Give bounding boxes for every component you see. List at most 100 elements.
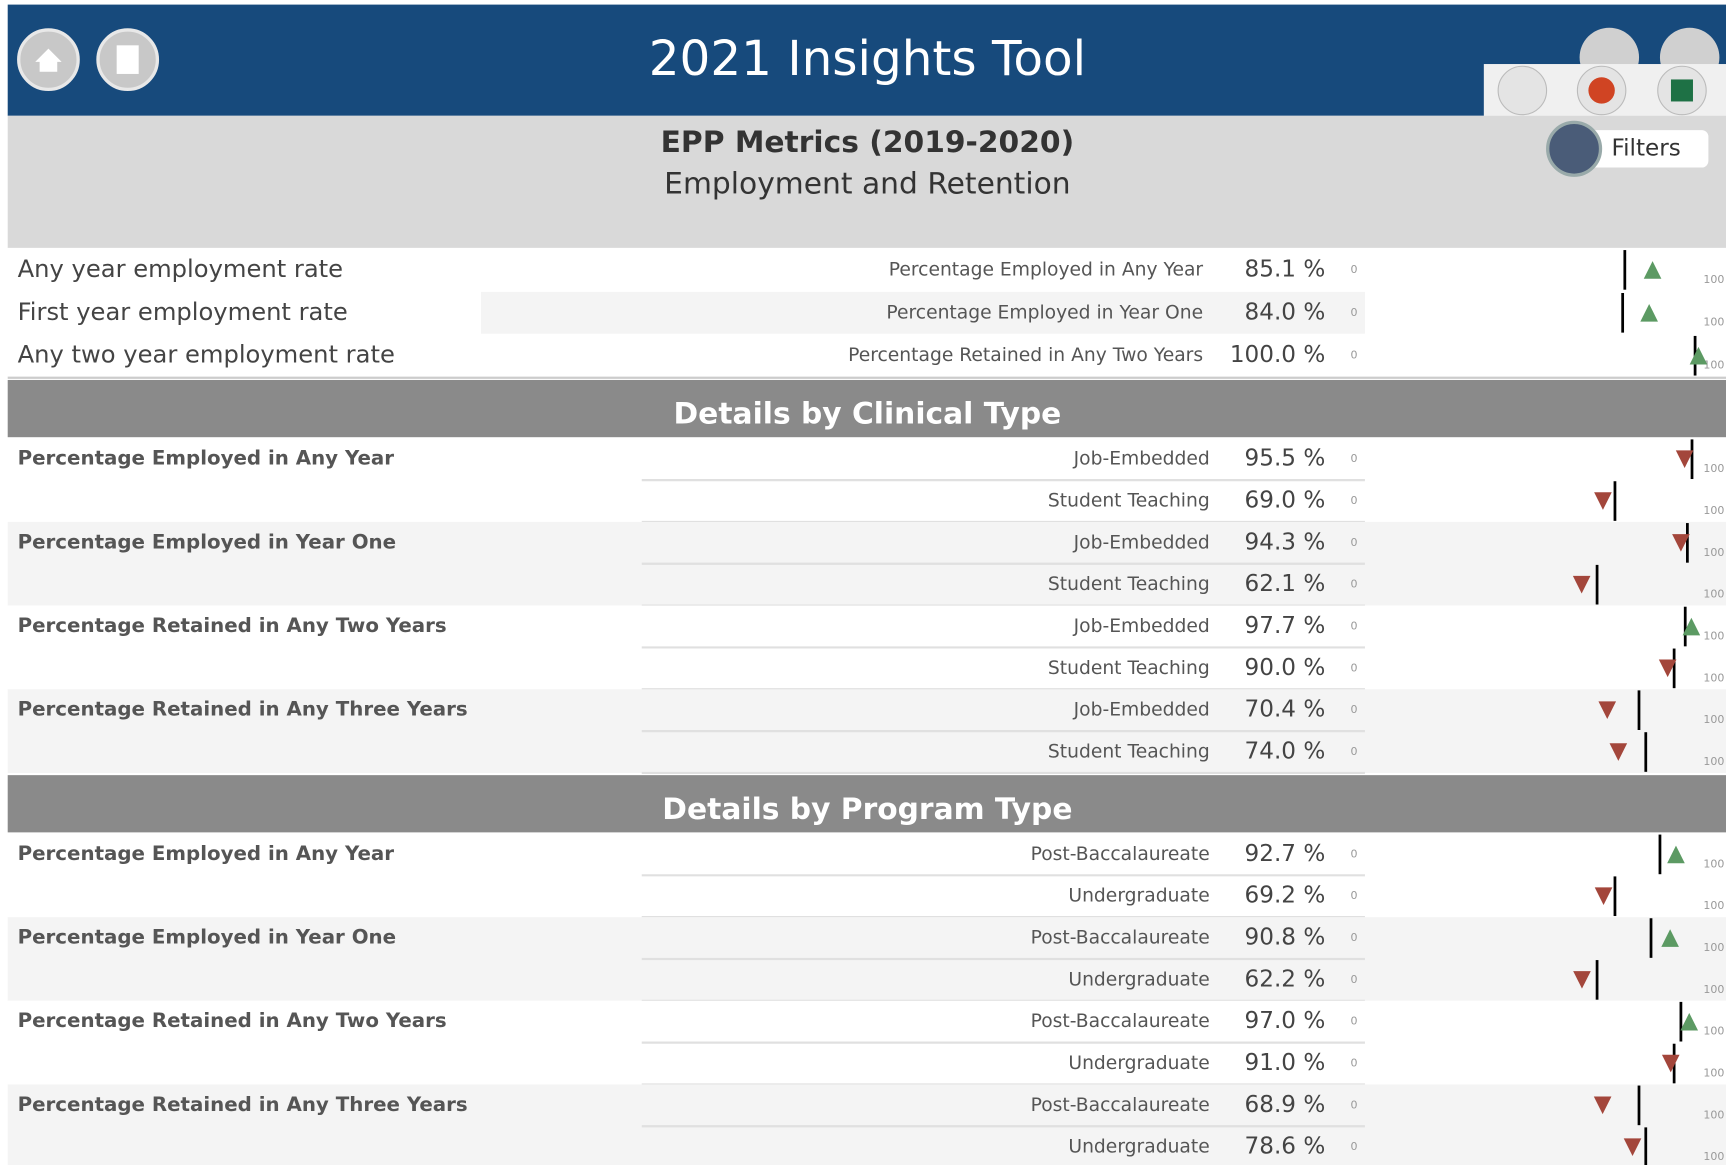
value-marker [1682, 617, 1701, 636]
axis-max-label: 100 [1703, 983, 1724, 996]
axis-min-label: 0 [1350, 452, 1357, 465]
axis-max-label: 100 [1703, 462, 1724, 475]
category-label: Undergraduate [1068, 886, 1209, 907]
row-band [481, 291, 1365, 334]
axis-max-label: 100 [1703, 899, 1724, 912]
value-marker [1593, 1096, 1612, 1115]
category-label: Student Teaching [1048, 491, 1210, 512]
value-label: 97.7 % [1245, 613, 1326, 639]
axis-min-label: 0 [1350, 703, 1357, 716]
group-metric: Percentage Retained in Any Three Years [18, 1093, 468, 1116]
value-label: 94.3 % [1245, 529, 1326, 555]
powerpoint-icon [1588, 77, 1615, 104]
value-marker [1689, 346, 1708, 365]
category-label: Student Teaching [1048, 574, 1210, 595]
axis-max-label: 100 [1703, 1066, 1724, 1079]
notes-icon [116, 45, 139, 74]
metric-label: Percentage Employed in Year One [886, 302, 1203, 323]
group-metric: Percentage Employed in Year One [18, 926, 396, 949]
value-label: 84.0 % [1245, 299, 1326, 325]
axis-min-label: 0 [1350, 1140, 1357, 1153]
category-label: Post-Baccalaureate [1031, 1095, 1210, 1116]
axis-max-label: 100 [1703, 1150, 1724, 1163]
group-metric: Percentage Retained in Any Two Years [18, 614, 447, 637]
value-marker [1623, 1138, 1642, 1156]
axis-max-label: 100 [1703, 671, 1724, 684]
axis-min-label: 0 [1350, 973, 1357, 986]
category-label: Undergraduate [1068, 969, 1209, 990]
value-label: 78.6 % [1245, 1134, 1326, 1160]
axis-max-label: 100 [1703, 857, 1724, 870]
value-label: 74.0 % [1245, 739, 1326, 765]
value-label: 70.4 % [1245, 697, 1326, 723]
metric-label: Percentage Employed in Any Year [889, 259, 1204, 280]
group-metric: Percentage Retained in Any Three Years [18, 698, 468, 721]
axis-max-label: 100 [1703, 588, 1724, 601]
metric-label: Percentage Retained in Any Two Years [848, 345, 1203, 366]
page-title: EPP Metrics (2019-2020) [661, 125, 1075, 160]
category-label: Job-Embedded [1073, 616, 1210, 637]
section-title: Details by Clinical Type [674, 397, 1062, 432]
category-label: Student Teaching [1048, 658, 1210, 679]
group-metric: Percentage Retained in Any Two Years [18, 1009, 447, 1032]
axis-min-label: 0 [1350, 578, 1357, 591]
value-label: 90.0 % [1245, 655, 1326, 681]
home-icon [35, 48, 62, 72]
axis-min-label: 0 [1350, 1098, 1357, 1111]
value-label: 69.0 % [1245, 488, 1326, 514]
axis-max-label: 100 [1703, 504, 1724, 517]
axis-min-label: 0 [1350, 536, 1357, 549]
row-label: Any year employment rate [18, 255, 343, 283]
axis-max-label: 100 [1703, 755, 1724, 768]
axis-max-label: 100 [1703, 629, 1724, 642]
value-label: 100.0 % [1230, 342, 1325, 368]
filters-button[interactable] [1574, 130, 1709, 168]
category-label: Job-Embedded [1073, 532, 1210, 553]
axis-max-label: 100 [1703, 359, 1724, 372]
title-band [7, 115, 1726, 248]
value-marker [1572, 575, 1591, 594]
value-marker [1573, 971, 1591, 989]
value-marker [1598, 701, 1617, 719]
axis-min-label: 0 [1350, 306, 1357, 319]
category-label: Undergraduate [1068, 1137, 1209, 1158]
axis-max-label: 100 [1703, 1108, 1724, 1121]
value-label: 92.7 % [1245, 841, 1326, 867]
axis-max-label: 100 [1703, 713, 1724, 726]
axis-min-label: 0 [1350, 847, 1357, 860]
excel-icon [1670, 79, 1693, 102]
section-header [7, 379, 1726, 438]
category-label: Post-Baccalaureate [1031, 928, 1210, 949]
axis-min-label: 0 [1350, 889, 1357, 902]
row-label: First year employment rate [18, 298, 348, 326]
value-marker [1661, 929, 1679, 947]
group-band [7, 1084, 1726, 1165]
pdf-button[interactable] [1497, 65, 1548, 116]
group-metric: Percentage Employed in Any Year [18, 842, 395, 865]
category-label: Post-Baccalaureate [1031, 844, 1210, 865]
value-label: 68.9 % [1245, 1092, 1326, 1118]
axis-min-label: 0 [1350, 263, 1357, 276]
category-label: Job-Embedded [1073, 700, 1210, 721]
value-marker [1594, 492, 1612, 510]
axis-min-label: 0 [1350, 931, 1357, 944]
axis-min-label: 0 [1350, 1057, 1357, 1070]
filters-label: Filters [1612, 135, 1681, 161]
axis-max-label: 100 [1703, 316, 1724, 329]
header-title: 2021 Insights Tool [649, 31, 1086, 87]
section-title: Details by Program Type [662, 792, 1072, 827]
value-label: 69.2 % [1245, 883, 1326, 909]
group-metric: Percentage Employed in Year One [18, 530, 396, 553]
value-label: 97.0 % [1245, 1008, 1326, 1034]
axis-max-label: 100 [1703, 941, 1724, 954]
value-marker [1675, 450, 1694, 469]
axis-min-label: 0 [1350, 661, 1357, 674]
value-marker [1658, 659, 1677, 678]
value-label: 85.1 % [1245, 256, 1326, 282]
value-marker [1680, 1012, 1699, 1031]
axis-min-label: 0 [1350, 349, 1357, 362]
category-label: Post-Baccalaureate [1031, 1011, 1210, 1032]
value-label: 62.2 % [1245, 966, 1326, 992]
